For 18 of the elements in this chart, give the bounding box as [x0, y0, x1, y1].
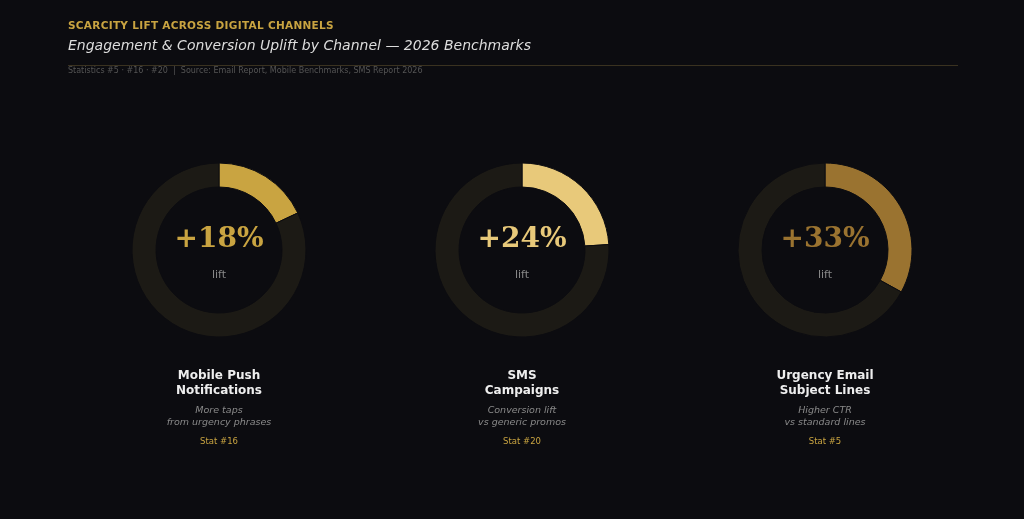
text: Stat #5 [807, 436, 843, 446]
text: SMS Campaigns [483, 368, 561, 398]
text: Statistics #5 · #16 · #20 | Source: Email Report, Mobile Benchmarks, SMS Report 2026 [68, 66, 427, 75]
data-label: +33% [780, 220, 870, 254]
text: Higher CTR vs standard lines [783, 404, 867, 428]
text: lift [514, 268, 530, 281]
text: Stat #20 [502, 436, 542, 446]
text: lift [817, 268, 833, 281]
data-label: +18% [174, 220, 264, 254]
text: Mobile Push Notifications [175, 368, 263, 398]
text: Urgency Email Subject Lines [775, 368, 875, 398]
text: More taps from urgency phrases [165, 404, 273, 428]
text: Conversion lift vs generic promos [477, 404, 567, 428]
text: Stat #16 [199, 436, 239, 446]
text: SCARCITY LIFT ACROSS DIGITAL CHANNELS [68, 19, 335, 31]
text: Engagement & Conversion Uplift by Channel — 2026 Benchmarks [68, 37, 532, 53]
text: lift [211, 268, 227, 281]
data-label: +24% [477, 220, 567, 254]
